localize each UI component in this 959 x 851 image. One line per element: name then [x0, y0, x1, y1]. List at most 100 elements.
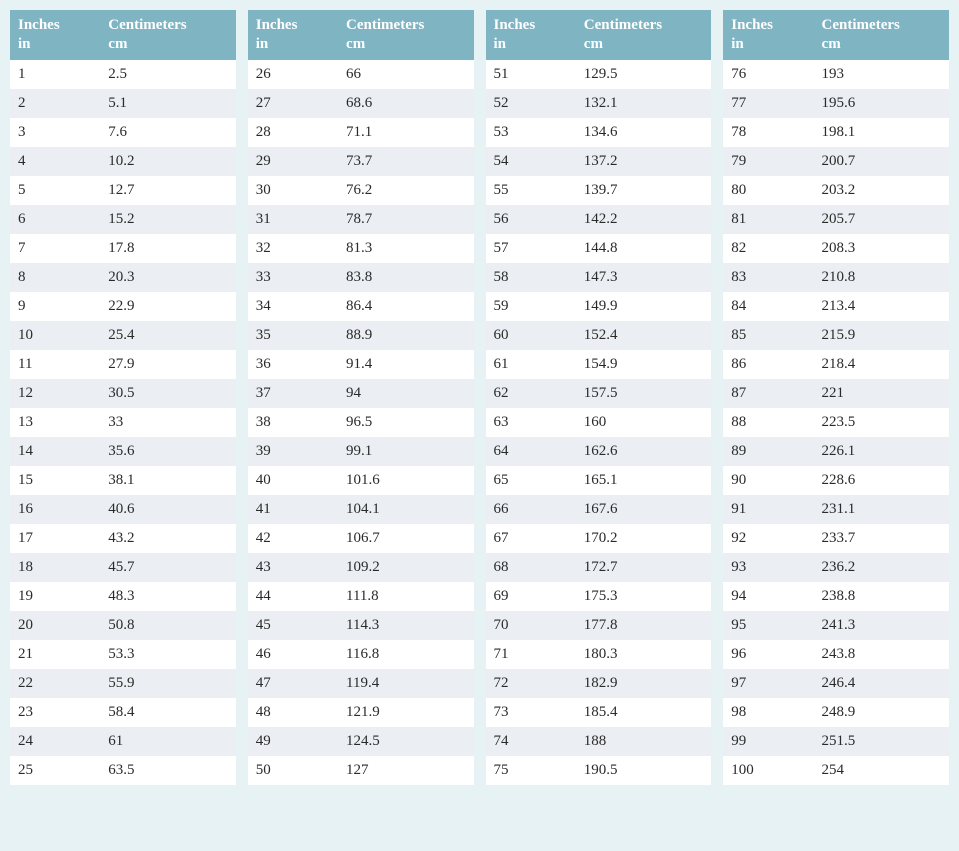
inches-value: 4	[10, 147, 100, 176]
table-row: 52132.1	[486, 89, 712, 118]
inches-value: 94	[723, 582, 813, 611]
inches-value: 11	[10, 350, 100, 379]
table-row: 40101.6	[248, 466, 474, 495]
table-row: 88223.5	[723, 408, 949, 437]
table-row: 46116.8	[248, 640, 474, 669]
conversion-table: InchesinCentimeterscm51129.552132.153134…	[486, 10, 712, 785]
inches-value: 10	[10, 321, 100, 350]
inches-value: 25	[10, 756, 100, 785]
inches-header-line2: in	[18, 36, 31, 52]
table-row: 72182.9	[486, 669, 712, 698]
centimeters-value: 154.9	[576, 350, 711, 379]
inches-value: 66	[486, 495, 576, 524]
centimeters-value: 33	[100, 408, 235, 437]
table-row: 2461	[10, 727, 236, 756]
table-row: 3178.7	[248, 205, 474, 234]
table-row: 1845.7	[10, 553, 236, 582]
table-row: 3588.9	[248, 321, 474, 350]
centimeters-value: 106.7	[338, 524, 473, 553]
centimeters-value: 127	[338, 756, 473, 785]
centimeters-header-line2: cm	[346, 36, 365, 52]
centimeters-value: 175.3	[576, 582, 711, 611]
table-row: 65165.1	[486, 466, 712, 495]
inches-value: 22	[10, 669, 100, 698]
centimeters-value: 124.5	[338, 727, 473, 756]
centimeters-value: 243.8	[814, 640, 949, 669]
table-row: 63160	[486, 408, 712, 437]
inches-value: 32	[248, 234, 338, 263]
centimeters-header-line1: Centimeters	[584, 17, 662, 33]
centimeters-value: 162.6	[576, 437, 711, 466]
inches-header-line2: in	[494, 36, 507, 52]
inches-value: 8	[10, 263, 100, 292]
inches-value: 88	[723, 408, 813, 437]
table-row: 3691.4	[248, 350, 474, 379]
centimeters-value: 50.8	[100, 611, 235, 640]
table-row: 98248.9	[723, 698, 949, 727]
inches-value: 19	[10, 582, 100, 611]
inches-value: 65	[486, 466, 576, 495]
inches-value: 62	[486, 379, 576, 408]
table-row: 95241.3	[723, 611, 949, 640]
centimeters-value: 165.1	[576, 466, 711, 495]
table-row: 73185.4	[486, 698, 712, 727]
table-row: 48121.9	[248, 698, 474, 727]
inches-value: 43	[248, 553, 338, 582]
inches-value: 17	[10, 524, 100, 553]
inches-value: 63	[486, 408, 576, 437]
inches-value: 1	[10, 60, 100, 89]
table-row: 53134.6	[486, 118, 712, 147]
inches-value: 30	[248, 176, 338, 205]
inches-value: 100	[723, 756, 813, 785]
inches-value: 38	[248, 408, 338, 437]
inches-value: 67	[486, 524, 576, 553]
table-row: 82208.3	[723, 234, 949, 263]
conversion-table-column: InchesinCentimeterscm12.525.137.6410.251…	[10, 10, 236, 785]
centimeters-value: 2.5	[100, 60, 235, 89]
centimeters-value: 236.2	[814, 553, 949, 582]
centimeters-value: 213.4	[814, 292, 949, 321]
centimeters-value: 195.6	[814, 89, 949, 118]
centimeters-value: 5.1	[100, 89, 235, 118]
table-row: 1230.5	[10, 379, 236, 408]
table-row: 66167.6	[486, 495, 712, 524]
centimeters-value: 25.4	[100, 321, 235, 350]
centimeters-value: 81.3	[338, 234, 473, 263]
centimeters-value: 43.2	[100, 524, 235, 553]
conversion-table: InchesinCentimeterscm7619377195.678198.1…	[723, 10, 949, 785]
centimeters-value: 68.6	[338, 89, 473, 118]
table-row: 3999.1	[248, 437, 474, 466]
table-row: 43109.2	[248, 553, 474, 582]
centimeters-value: 94	[338, 379, 473, 408]
inches-value: 96	[723, 640, 813, 669]
centimeters-value: 119.4	[338, 669, 473, 698]
table-row: 61154.9	[486, 350, 712, 379]
centimeters-value: 238.8	[814, 582, 949, 611]
inches-value: 2	[10, 89, 100, 118]
inches-value: 87	[723, 379, 813, 408]
inches-header-line1: Inches	[18, 17, 60, 33]
table-row: 79200.7	[723, 147, 949, 176]
inches-header-line1: Inches	[256, 17, 298, 33]
centimeters-value: 45.7	[100, 553, 235, 582]
inches-value: 95	[723, 611, 813, 640]
centimeters-value: 71.1	[338, 118, 473, 147]
table-row: 59149.9	[486, 292, 712, 321]
table-row: 3486.4	[248, 292, 474, 321]
centimeters-value: 223.5	[814, 408, 949, 437]
table-row: 93236.2	[723, 553, 949, 582]
table-row: 84213.4	[723, 292, 949, 321]
table-row: 91231.1	[723, 495, 949, 524]
table-row: 3896.5	[248, 408, 474, 437]
centimeters-value: 73.7	[338, 147, 473, 176]
table-row: 12.5	[10, 60, 236, 89]
centimeters-value: 221	[814, 379, 949, 408]
inches-header: Inches in	[10, 10, 100, 60]
inches-value: 99	[723, 727, 813, 756]
centimeters-value: 198.1	[814, 118, 949, 147]
inches-value: 81	[723, 205, 813, 234]
table-row: 58147.3	[486, 263, 712, 292]
inches-value: 26	[248, 60, 338, 89]
inches-value: 12	[10, 379, 100, 408]
centimeters-value: 218.4	[814, 350, 949, 379]
